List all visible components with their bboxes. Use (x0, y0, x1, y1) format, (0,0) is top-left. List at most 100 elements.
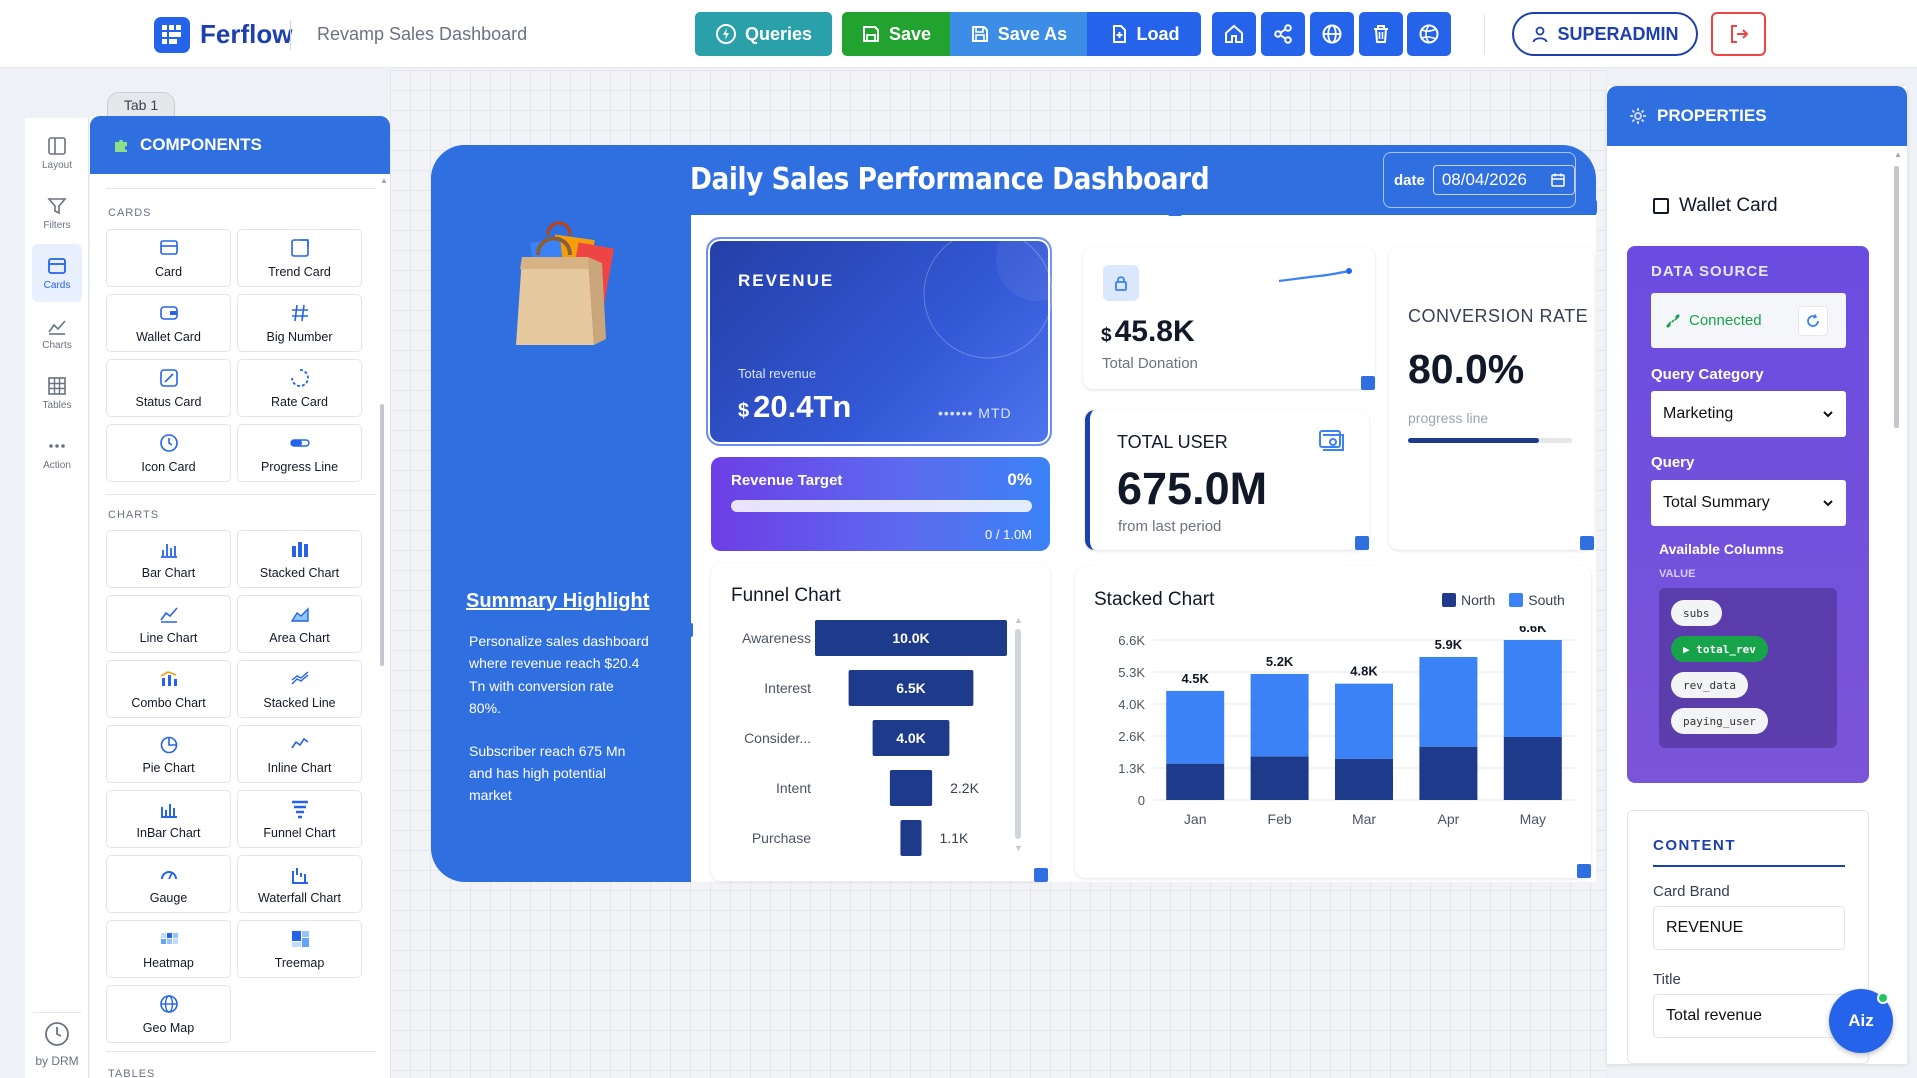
component-stacked-line[interactable]: Stacked Line (237, 660, 362, 718)
funnel-scrollbar[interactable]: ▲ ▼ (1013, 615, 1023, 857)
user-menu-button[interactable]: SUPERADMIN (1512, 12, 1698, 56)
rail-item-layout[interactable]: Layout (25, 124, 89, 182)
resize-handle[interactable] (1583, 200, 1597, 214)
component-rate-card[interactable]: Rate Card (237, 359, 362, 417)
save-as-button[interactable]: Save As (950, 12, 1087, 56)
resize-handle[interactable] (1580, 536, 1594, 550)
conversion-rate-card[interactable]: CONVERSION RATE 80.0% progress line (1389, 247, 1594, 550)
queries-button[interactable]: Queries (695, 12, 832, 56)
share-icon (1274, 24, 1292, 44)
divider (106, 494, 376, 495)
component-label: Combo Chart (131, 696, 206, 710)
component-line-chart[interactable]: Line Chart (106, 595, 231, 653)
calendar-icon[interactable] (1550, 172, 1566, 188)
load-button[interactable]: Load (1087, 12, 1201, 56)
column-chip-rev-data[interactable]: rev_data (1671, 672, 1748, 698)
resize-handle[interactable] (634, 817, 648, 831)
resize-handle[interactable] (1361, 376, 1375, 390)
resize-handle[interactable] (1577, 864, 1591, 878)
refresh-icon (1807, 314, 1819, 327)
total-user-card[interactable]: TOTAL USER 675.0M from last period (1085, 410, 1369, 550)
component-gauge[interactable]: Gauge (106, 855, 231, 913)
column-chip-subs[interactable]: subs (1671, 600, 1722, 626)
component-card[interactable]: Card (106, 229, 231, 287)
scrollbar-thumb[interactable] (380, 404, 384, 666)
component-stacked-chart[interactable]: Stacked Chart (237, 530, 362, 588)
divider (106, 1051, 376, 1052)
legend-item-south[interactable]: South (1509, 592, 1565, 608)
component-progress-line[interactable]: Progress Line (237, 424, 362, 482)
revenue-target-card[interactable]: Revenue Target 0% 0 / 1.0M (711, 457, 1050, 551)
query-category-select[interactable]: Marketing (1651, 391, 1846, 437)
bar-total-label: 5.2K (1266, 654, 1294, 669)
rail-item-filters[interactable]: Filters (25, 184, 89, 242)
publish-button[interactable] (1310, 12, 1354, 56)
components-panel: COMPONENTS CARDS Card Trend Card Wallet Ca… (90, 116, 390, 1078)
component-heatmap[interactable]: Heatmap (106, 920, 231, 978)
refresh-button[interactable] (1798, 306, 1828, 336)
column-chip-paying-user[interactable]: paying_user (1671, 708, 1768, 734)
scrollbar-thumb[interactable] (1894, 166, 1899, 428)
logout-button[interactable] (1711, 12, 1766, 56)
component-trend-card[interactable]: Trend Card (237, 229, 362, 287)
component-combo-chart[interactable]: Combo Chart (106, 660, 231, 718)
filter-icon (47, 198, 67, 215)
resize-handle[interactable] (1355, 536, 1369, 550)
legend-label: North (1461, 592, 1496, 608)
legend-item-north[interactable]: North (1442, 592, 1495, 608)
component-wallet-card[interactable]: Wallet Card (106, 294, 231, 352)
share-button[interactable] (1261, 12, 1305, 56)
resize-handle[interactable] (1168, 202, 1182, 216)
component-label: Card (154, 265, 183, 279)
funnel-chart-card[interactable]: Funnel Chart Awareness 10.0K Interest 6.5K C… (711, 563, 1050, 881)
component-status-card[interactable]: Status Card (106, 359, 231, 417)
resize-handle[interactable] (1034, 868, 1048, 882)
rail-item-cards[interactable]: Cards (32, 244, 82, 302)
card-brand-label: Card Brand (1653, 883, 1730, 900)
home-button[interactable] (1212, 12, 1256, 56)
rail-item-action[interactable]: Action (25, 424, 89, 482)
bar-segment-north (1503, 736, 1562, 800)
dashboard-header[interactable] (431, 145, 1596, 215)
component-waterfall-chart[interactable]: Waterfall Chart (237, 855, 362, 913)
network-button[interactable] (1407, 12, 1451, 56)
document-title[interactable]: Revamp Sales Dashboard (317, 24, 528, 44)
title-input[interactable]: Total revenue (1653, 994, 1845, 1038)
revenue-wallet-card[interactable]: REVENUE Total revenue $ 20.4Tn •••••• MT… (706, 237, 1052, 446)
component-treemap[interactable]: Treemap (237, 920, 362, 978)
y-tick-label: 4.0K (1118, 697, 1145, 712)
rail-item-charts[interactable]: Charts (25, 304, 89, 362)
component-geo-map[interactable]: Geo Map (106, 985, 231, 1043)
rail-item-tables[interactable]: Tables (25, 364, 89, 422)
query-select[interactable]: Total Summary (1651, 480, 1846, 526)
component-pie-chart[interactable]: Pie Chart (106, 725, 231, 783)
component-inbar-chart[interactable]: InBar Chart (106, 790, 231, 848)
history-button[interactable]: by DRM (25, 1020, 89, 1068)
tab-1[interactable]: Tab 1 (107, 92, 175, 118)
card-brand-input[interactable]: REVENUE (1653, 906, 1845, 950)
component-big-number[interactable]: Big Number (237, 294, 362, 352)
save-button[interactable]: Save (842, 12, 950, 56)
component-icon-card[interactable]: Icon Card (106, 424, 231, 482)
checkbox[interactable] (1653, 198, 1669, 214)
stacked-chart-card[interactable]: Stacked Chart North South 6.6K 5.3K 4.0K 2.… (1075, 566, 1591, 878)
component-label: Bar Chart (141, 566, 196, 580)
resize-handle[interactable] (679, 623, 693, 637)
component-label: Rate Card (271, 395, 328, 409)
component-bar-chart[interactable]: Bar Chart (106, 530, 231, 588)
component-inline-chart[interactable]: Inline Chart (237, 725, 362, 783)
component-funnel-chart[interactable]: Funnel Chart (237, 790, 362, 848)
donation-trend-card[interactable]: $ 45.8K Total Donation (1083, 247, 1375, 389)
resize-handle[interactable] (669, 367, 683, 381)
delete-button[interactable] (1359, 12, 1403, 56)
properties-scrollbar[interactable]: ▲ (1893, 150, 1902, 1050)
component-area-chart[interactable]: Area Chart (237, 595, 362, 653)
components-scrollbar[interactable]: ▲ (378, 176, 388, 1076)
date-input[interactable]: 08/04/2026 (1432, 165, 1575, 195)
scrollbar-thumb[interactable] (1015, 629, 1021, 839)
column-chip-total-rev[interactable]: ▶ total_rev (1671, 636, 1768, 662)
component-label: Inline Chart (267, 761, 332, 775)
component-type: Wallet Card (1653, 195, 1778, 217)
funnel-bar (900, 820, 922, 856)
charts-icon (48, 320, 66, 335)
